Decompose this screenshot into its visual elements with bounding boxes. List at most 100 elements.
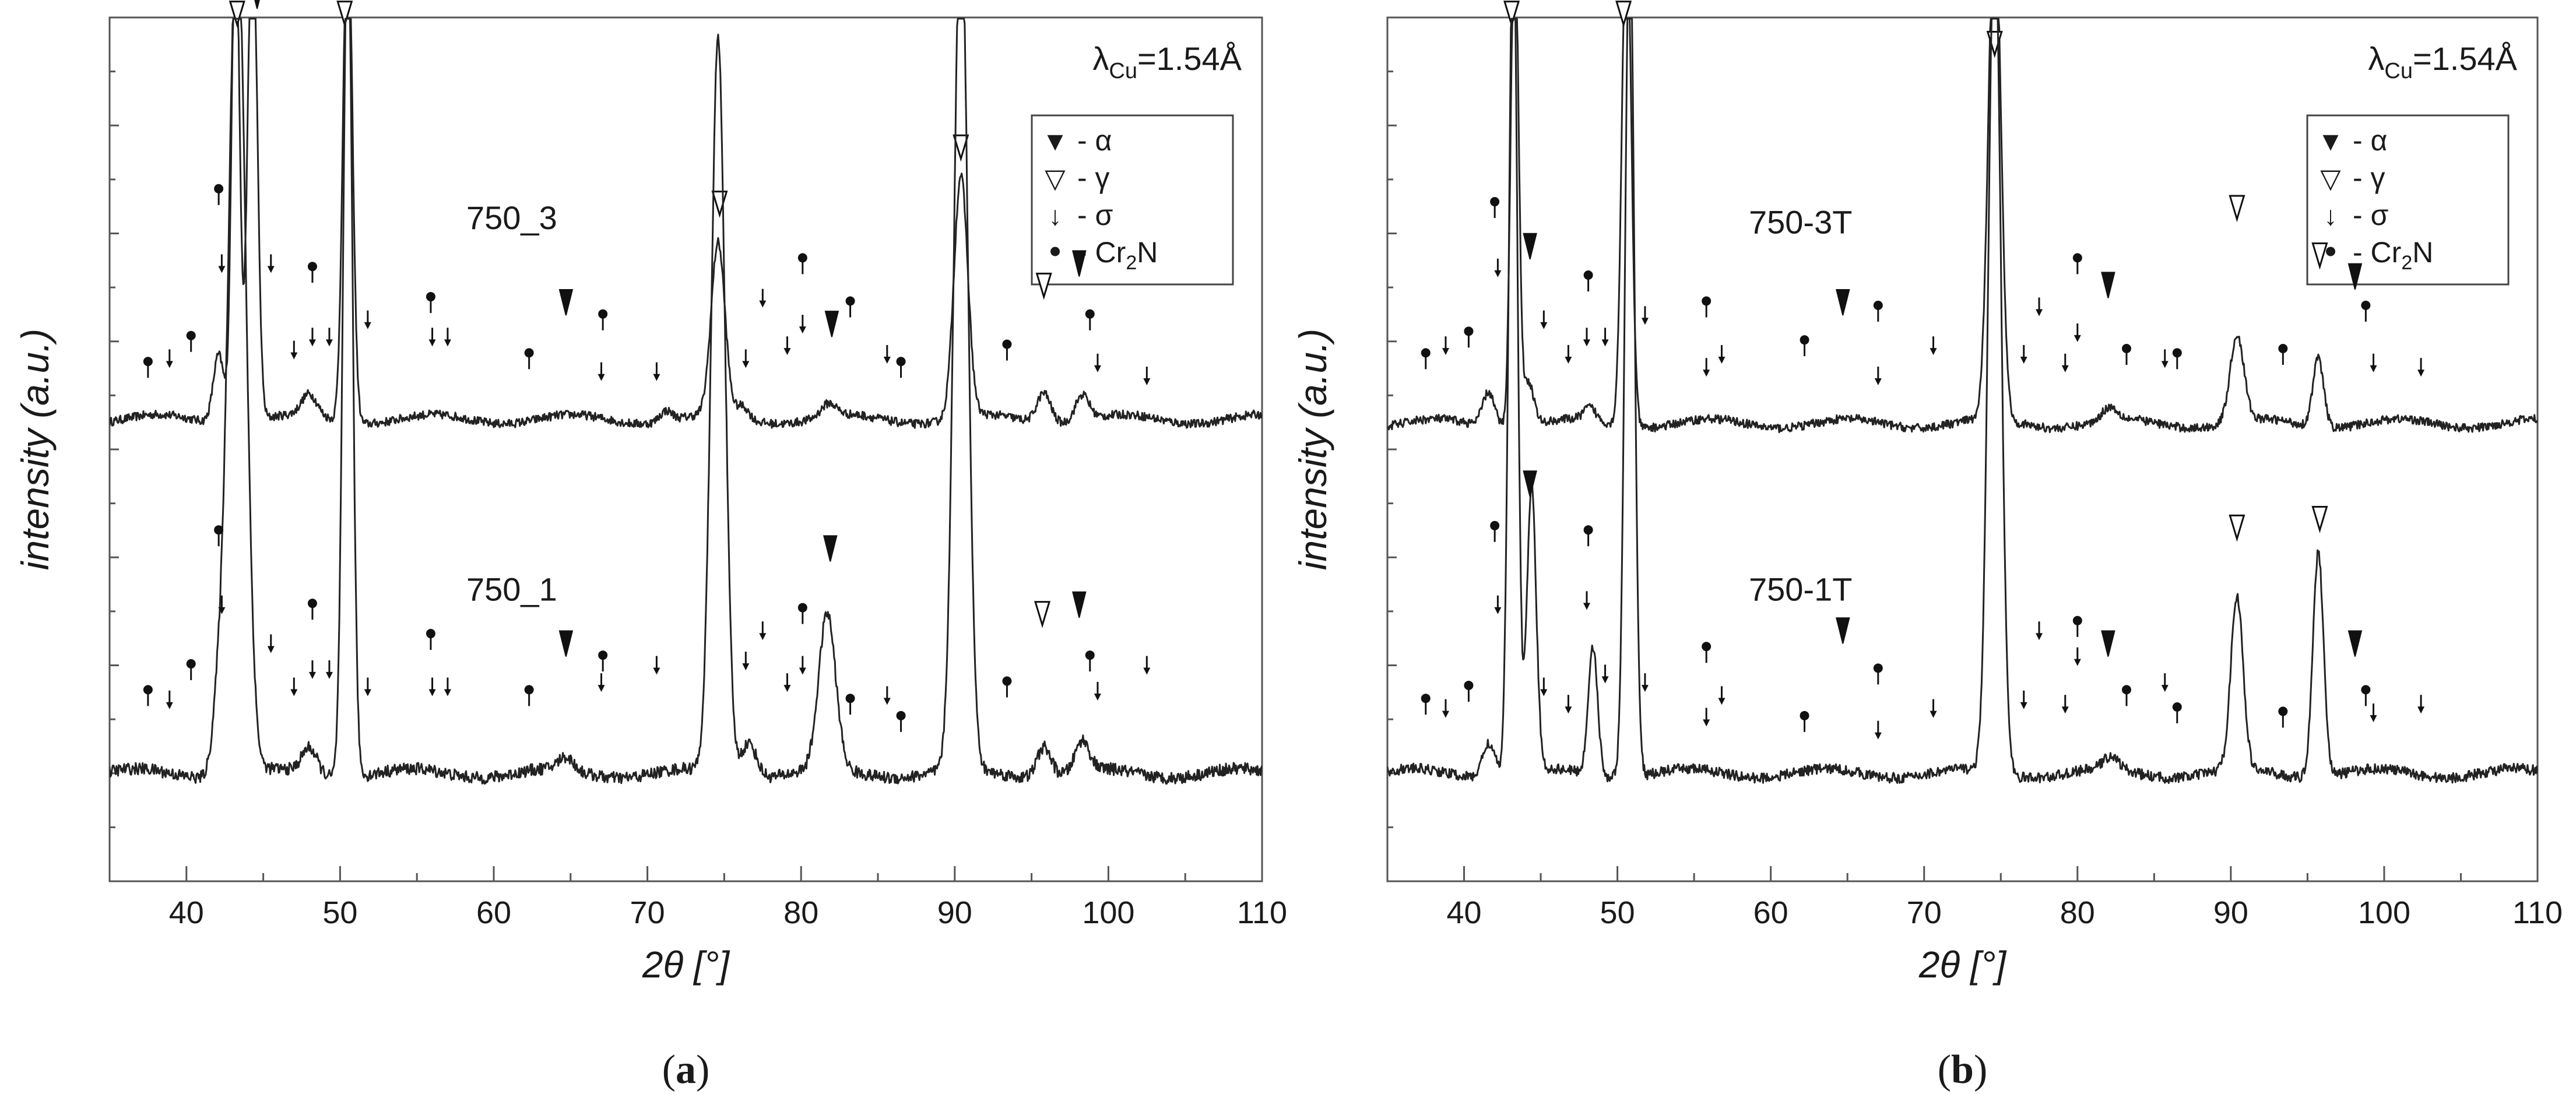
series-750_1: 750_1 <box>110 17 1262 785</box>
chart-panel-a: 40 50 60 70 80 90 100 110 2θ [°] intensity (a.u.)… <box>13 0 1287 1092</box>
alpha-marker <box>558 289 574 316</box>
sigma-marker <box>2417 358 2425 377</box>
cr2n-marker <box>598 309 608 330</box>
series-label: 750_3 <box>466 199 557 236</box>
sigma-marker <box>444 677 451 696</box>
cr2n-marker <box>1490 197 1500 219</box>
sigma-marker <box>799 656 806 675</box>
sigma-marker <box>1094 353 1101 372</box>
gamma-marker <box>1503 1 1520 28</box>
sigma-marker <box>1718 686 1725 705</box>
cr2n-marker <box>2072 253 2082 275</box>
sigma-marker <box>267 254 275 273</box>
gamma-marker <box>2311 506 2328 533</box>
sigma-marker <box>783 336 791 356</box>
sigma-marker <box>2074 647 2081 666</box>
cr2n-marker <box>1002 339 1012 361</box>
xrd-trace <box>1387 17 2538 434</box>
legend-sigma-symbol: ↓ <box>2324 200 2338 231</box>
series-label: 750_1 <box>466 571 557 607</box>
alpha-marker <box>558 630 574 657</box>
gamma-marker <box>336 1 353 28</box>
series-750-3T: 750-3T <box>1387 1 2538 434</box>
sigma-marker <box>883 686 891 705</box>
alpha-marker <box>2347 630 2363 657</box>
sigma-marker <box>1540 310 1548 329</box>
sigma-marker <box>364 310 371 329</box>
alpha-marker <box>2101 272 2115 298</box>
sigma-marker <box>1442 699 1449 718</box>
cr2n-marker <box>797 253 807 275</box>
sigma-marker <box>759 621 767 641</box>
sigma-marker <box>653 656 660 675</box>
legend-alpha-symbol: ▼ <box>2317 126 2344 156</box>
legend: ▼ - α ▽ - γ ↓ - σ • - Cr2N <box>2306 114 2510 286</box>
cr2n-marker <box>186 330 196 352</box>
series-label: 750-1T <box>1749 571 1852 607</box>
cr2n-marker <box>426 629 435 650</box>
sigma-marker <box>1143 656 1151 675</box>
cr2n-marker <box>1421 348 1431 370</box>
sigma-marker <box>1641 306 1649 325</box>
alpha-marker <box>1836 289 1850 316</box>
sigma-marker <box>2061 695 2069 714</box>
cr2n-marker <box>2361 685 2371 706</box>
sigma-marker <box>783 673 791 692</box>
x-tick-label: 40 <box>1446 895 1481 930</box>
sigma-marker <box>325 328 333 347</box>
cr2n-marker <box>2121 685 2131 706</box>
alpha-marker <box>824 311 839 337</box>
sigma-marker <box>1601 328 1609 347</box>
sigma-marker <box>1930 699 1937 718</box>
gamma-marker <box>229 1 245 28</box>
series-750-1T: 750-1T <box>1387 17 2538 784</box>
x-tick-label: 100 <box>1082 895 1134 930</box>
sigma-marker <box>267 634 275 653</box>
sigma-marker <box>2020 344 2027 364</box>
x-axis-label: 2θ [°] <box>1918 944 2006 986</box>
sigma-marker <box>166 690 173 709</box>
sigma-marker <box>444 328 451 347</box>
sigma-marker <box>1565 695 1572 714</box>
series-750_3: 750_3 <box>110 0 1262 429</box>
x-tick-label: 90 <box>937 895 972 930</box>
cr2n-marker <box>896 710 906 732</box>
sigma-marker <box>1494 595 1502 614</box>
sigma-marker <box>428 677 436 696</box>
sigma-marker <box>364 677 371 696</box>
sigma-marker <box>742 652 750 671</box>
x-tick-label: 100 <box>2358 895 2410 930</box>
x-tick-label: 50 <box>322 895 357 930</box>
xrd-trace <box>110 17 1262 785</box>
legend-box <box>1031 114 1234 286</box>
sigma-marker <box>1442 336 1449 356</box>
legend-gamma-label: - γ <box>1077 161 1110 194</box>
x-tick-label: 70 <box>1907 895 1942 930</box>
gamma-marker <box>2311 242 2328 270</box>
cr2n-marker <box>307 599 317 620</box>
legend-sigma-label: - σ <box>2353 199 2389 231</box>
cr2n-marker <box>1702 642 1712 663</box>
y-axis-label: intensity (a.u.) <box>1291 329 1334 571</box>
alpha-marker <box>823 535 838 562</box>
cr2n-marker <box>1873 663 1883 685</box>
legend-cr2n-symbol: • <box>2325 233 2336 269</box>
sigma-marker <box>1094 681 1101 701</box>
sigma-marker <box>1874 367 1882 386</box>
x-tick-label: 50 <box>1600 895 1635 930</box>
cr2n-marker <box>1800 710 1809 732</box>
sigma-marker <box>883 344 891 364</box>
gamma-marker <box>2229 514 2245 542</box>
cr2n-marker <box>1085 650 1095 672</box>
cr2n-marker <box>1464 680 1474 702</box>
sigma-marker <box>1703 708 1710 727</box>
x-tick-label: 110 <box>1237 895 1287 930</box>
gamma-marker <box>2229 195 2245 223</box>
legend-alpha-label: - α <box>2353 124 2387 157</box>
alpha-marker <box>1836 617 1850 644</box>
sigma-marker <box>1494 258 1502 277</box>
cr2n-marker <box>1490 520 1500 542</box>
sigma-marker <box>1565 344 1572 364</box>
cr2n-marker <box>1464 326 1474 348</box>
sigma-marker <box>1540 677 1548 696</box>
